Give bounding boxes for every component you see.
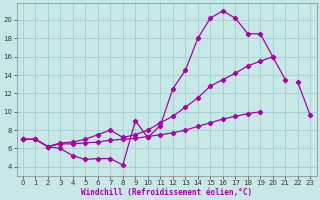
X-axis label: Windchill (Refroidissement éolien,°C): Windchill (Refroidissement éolien,°C)	[81, 188, 252, 197]
